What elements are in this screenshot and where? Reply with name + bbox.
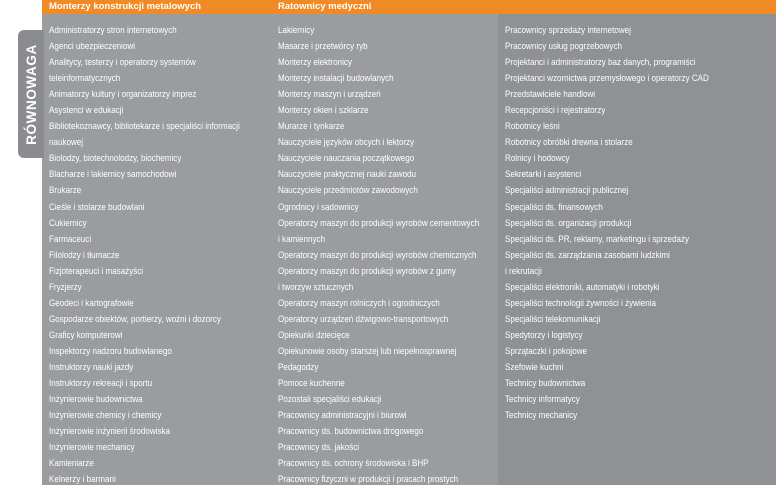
list-item: Technicy budownictwa [505,377,586,389]
list-item: Kelnerzy i barmani [49,473,116,485]
list-item: Operatorzy maszyn rolniczych i ogrodnicz… [278,296,440,308]
list-item: Projektanci wzornictwa przemysłowego i o… [505,72,709,84]
list-item: Operatorzy maszyn do produkcji wyrobów c… [278,216,480,228]
list-item: Murarze i tynkarze [278,120,345,132]
list-item: Pracownicy administracyjni i biurowi [278,409,407,421]
list-item: Masarze i przetwórcy ryb [278,40,368,52]
occupation-column-2: Lakiernicy Masarze i przetwórcy ryb Monter… [278,22,512,487]
list-item: Graficy komputerowi [49,328,123,340]
list-item: Specjaliści telekomunikacji [505,312,601,324]
header-col1: Monterzy konstrukcji metalowych [49,1,202,12]
list-item: Geodeci i kartografowie [49,296,134,308]
header-col2: Ratownicy medyczni [278,1,372,12]
list-item: Analitycy, testerzy i operatorzy systemó… [49,56,196,68]
occupation-column-1: Administratorzy stron internetowych Agenc… [49,22,271,487]
list-item: Ogrodnicy i sadownicy [278,200,359,212]
list-item: Inżynierowie chemicy i chemicy [49,409,162,421]
list-item: Blacharze i lakiernicy samochodowi [49,168,177,180]
header-bar [42,0,776,14]
list-item: Pozostali specjaliści edukacji [278,393,382,405]
list-item: i tworzyw sztucznych [278,280,354,292]
list-item: Przedstawiciele handlowi [505,88,596,100]
list-item: Fryzjerzy [49,280,82,292]
list-item: i kamiennych [278,232,326,244]
list-item: Specjaliści administracji publicznej [505,184,629,196]
list-item: Technicy mechanicy [505,409,578,421]
list-item: Cukiernicy [49,216,87,228]
list-item: Filolodzy i tłumacze [49,248,120,260]
list-item: Inżynierowie budownictwa [49,393,143,405]
list-item: Nauczyciele przedmiotów zawodowych [278,184,418,196]
list-item: Recepcjoniści i rejestratorzy [505,104,606,116]
list-item: Pomoce kuchenne [278,377,345,389]
list-item: Operatorzy maszyn do produkcji wyrobów z… [278,264,456,276]
list-item: Cieśle i stolarze budowlani [49,200,145,212]
list-item: Specjaliści elektroniki, automatyki i ro… [505,280,660,292]
list-item: Gospodarze obiektów, portierzy, woźni i … [49,312,221,324]
list-item: Bibliotekoznawcy, bibliotekarze i specja… [49,120,240,132]
list-item: Inżynierowie inżynierii środowiska [49,425,170,437]
list-item: Robotnicy leśni [505,120,560,132]
list-item: Pracownicy sprzedaży internetowej [505,24,631,35]
table-panel-right-column [498,14,776,485]
list-item: Rolnicy i hodowcy [505,152,570,164]
list-item: Sekretarki i asystenci [505,168,582,180]
list-item: Nauczyciele praktycznej nauki zawodu [278,168,417,180]
occupation-column-3: Pracownicy sprzedaży internetowej Pracown… [505,22,742,423]
list-item: Pracownicy ds. jakości [278,441,360,453]
list-item: Pracownicy fizyczni w produkcji i pracac… [278,473,459,485]
list-item: Monterzy okien i szklarze [278,104,369,116]
list-item: Farmaceuci [49,232,92,244]
list-item: Operatorzy maszyn do produkcji wyrobów c… [278,248,477,260]
list-item: Technicy informatycy [505,393,580,405]
list-item: Operatorzy urządzeń dźwigowo-transportow… [278,312,449,324]
list-item: i rekrutacji [505,264,542,276]
list-item: Kamieniarze [49,457,94,469]
list-item: Nauczyciele języków obcych i lektorzy [278,136,415,148]
list-item: Pracownicy usług pogrzebowych [505,40,622,52]
side-tab: RÓWNOWAGA [18,30,44,158]
list-item: Monterzy elektronicy [278,56,352,68]
list-item: Spedytorzy i logistycy [505,328,583,340]
list-item: Pedagodzy [278,360,319,372]
list-item: Pracownicy ds. ochrony środowiska i BHP [278,457,429,469]
list-item: Inżynierowie mechanicy [49,441,135,453]
list-item: Robotnicy obróbki drewna i stolarze [505,136,633,148]
list-item: Nauczyciele nauczania początkowego [278,152,415,164]
list-item: Specjaliści ds. organizacji produkcji [505,216,632,228]
list-item: Inspektorzy nadzoru budowlanego [49,344,172,356]
list-item: Agenci ubezpieczeniowi [49,40,136,52]
list-item: Szefowie kuchni [505,360,564,372]
list-item: naukowej [49,136,84,148]
list-item: Monterzy maszyn i urządzeń [278,88,381,100]
list-item: Sprzątaczki i pokojowe [505,344,588,356]
list-item: Animatorzy kultury i organizatorzy impre… [49,88,197,100]
list-item: Lakiernicy [278,24,315,35]
list-item: Fizjoterapeuci i masażyści [49,264,144,276]
list-item: Opiekunki dziecięce [278,328,350,340]
list-item: Monterzy instalacji budowlanych [278,72,394,84]
list-item: Opiekunowie osoby starszej lub niepełnos… [278,344,457,356]
list-item: Biolodzy, biotechnolodzy, biochemicy [49,152,182,164]
list-item: Specjaliści ds. finansowych [505,200,603,212]
list-item: Specjaliści ds. zarządzania zasobami lud… [505,248,670,260]
list-item: Projektanci i administratorzy baz danych… [505,56,696,68]
side-tab-label: RÓWNOWAGA [23,43,39,145]
list-item: Instruktorzy rekreacji i sportu [49,377,153,389]
list-item: Specjaliści ds. PR, reklamy, marketingu … [505,232,690,244]
list-item: Asystenci w edukacji [49,104,124,116]
list-item: Specjaliści technologii żywności i żywie… [505,296,657,308]
list-item: Pracownicy ds. budownictwa drogowego [278,425,424,437]
list-item: Administratorzy stron internetowych [49,24,177,35]
list-item: Brukarze [49,184,82,196]
list-item: Instruktorzy nauki jazdy [49,360,134,372]
list-item: teleinformatycznych [49,72,121,84]
